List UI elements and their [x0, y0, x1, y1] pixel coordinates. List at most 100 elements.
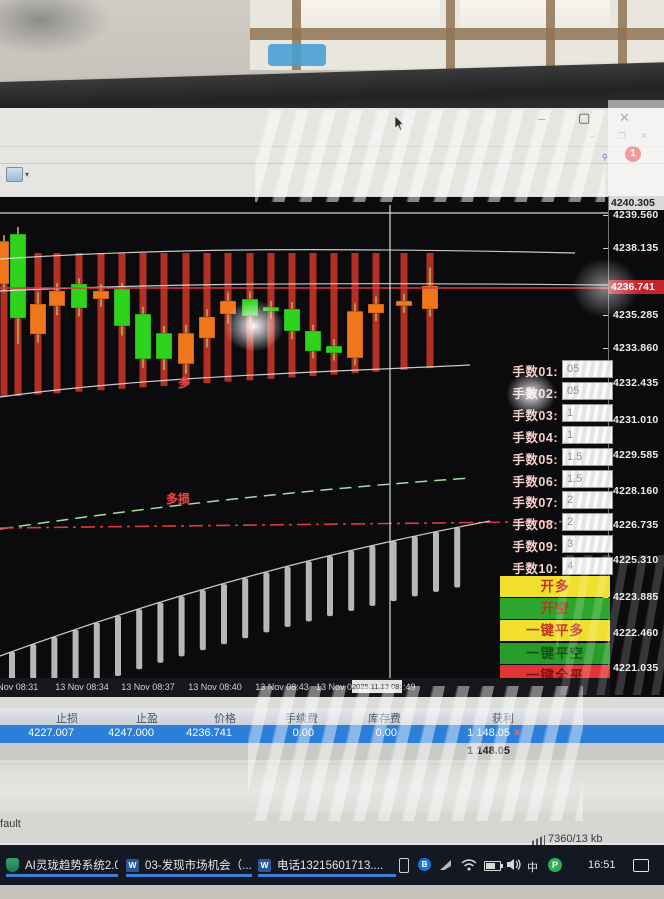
active-app-underline	[6, 874, 118, 877]
tray-app-icon[interactable]: P	[548, 845, 562, 885]
lot-size-input[interactable]: 05	[562, 381, 613, 400]
chart-template-icon[interactable]	[6, 167, 23, 182]
bear-candle	[177, 332, 195, 365]
taskbar-item[interactable]: AI灵珑趋势系统2.0	[6, 851, 118, 879]
ladder-bar	[221, 584, 227, 645]
time-axis-label: :49	[403, 682, 416, 692]
network-traffic-label: 7360/13 kb	[548, 833, 603, 845]
trade-cell: 4247.000	[108, 727, 154, 739]
bear-candle	[48, 290, 66, 307]
lot-size-input[interactable]: 4	[562, 557, 613, 576]
word-icon: W	[258, 858, 271, 872]
bull-candle	[113, 288, 131, 327]
ladder-bar	[51, 636, 58, 687]
taskbar-item-label: 03-发现市场机会（...	[145, 860, 252, 872]
close-position-button[interactable]: ×	[514, 727, 520, 739]
taskbar: AI灵珑趋势系统2.0 W 03-发现市场机会（... W 电话13215601713.…	[0, 845, 664, 885]
indicator-bar	[160, 253, 168, 387]
ladder-bar	[178, 596, 185, 657]
trade-col-header: 止损	[56, 713, 78, 725]
ladder-bar	[93, 622, 100, 683]
price-tick	[603, 215, 608, 216]
time-axis-label: 13 Nov 08:40	[188, 682, 242, 692]
lot-size-input[interactable]: 2	[562, 491, 613, 510]
lot-size-input[interactable]: 1	[562, 425, 613, 444]
lot-size-input[interactable]: 1.5	[562, 469, 613, 488]
lot-label: 手数10:	[512, 562, 558, 577]
bull-candle	[155, 332, 173, 360]
price-scale-label: 4226.735	[613, 519, 659, 531]
lot-row: 手数06: 1.5	[0, 469, 664, 489]
tray-wifi-icon[interactable]	[461, 858, 477, 898]
glare	[608, 100, 664, 196]
profile-label[interactable]: Default	[0, 818, 21, 830]
price-scale-label: 4239.560	[613, 209, 659, 221]
shield-icon	[6, 858, 19, 872]
lot-row: 手数02:05	[0, 381, 664, 401]
tray-usb-icon[interactable]	[399, 845, 409, 885]
lot-size-input[interactable]: 1	[562, 403, 613, 422]
time-axis-label: 13 Nov 08:34	[55, 682, 109, 692]
price-scale-divider	[608, 196, 609, 696]
lot-label: 手数05:	[512, 452, 558, 467]
ladder-bar	[72, 629, 79, 687]
chart-canvas[interactable]	[0, 196, 664, 697]
bear-candle	[395, 300, 413, 307]
price-scale-label: 4222.460	[613, 627, 659, 639]
glare-spot	[572, 258, 638, 318]
trade-col-header: 价格	[214, 713, 236, 725]
ladder-bar	[433, 531, 439, 592]
ladder-bar	[348, 550, 355, 611]
ladder-bar	[305, 561, 312, 622]
ladder-bar	[30, 644, 37, 687]
indicator-bar	[97, 253, 105, 391]
lot-row: 手数08: 2	[0, 513, 664, 532]
trade-cell: 4236.741	[186, 727, 232, 739]
bull-candle	[283, 308, 301, 332]
tray-bluetooth-icon[interactable]: B	[418, 845, 431, 885]
glare	[255, 110, 605, 202]
bull-candle	[325, 345, 343, 354]
trade-col-header: 手续费	[285, 710, 318, 726]
close-all-long-button[interactable]: 一键平多	[500, 620, 610, 642]
taskbar-clock[interactable]: 16:51	[588, 859, 616, 871]
taskbar-item[interactable]: W 电话13215601713....	[258, 851, 396, 879]
trail-stop-dashed-line	[0, 477, 471, 530]
action-center-icon[interactable]	[633, 845, 649, 885]
chart-svg	[0, 205, 610, 693]
bear-candle	[0, 240, 10, 285]
chart-annotation: 多	[178, 376, 191, 390]
ladder-bar	[199, 590, 206, 651]
glare-spot	[506, 372, 556, 416]
trade-row[interactable]: × 4227.007 4247.000 4236.741 0.00 0.00 1 148.…	[0, 725, 664, 743]
lot-row: 手数01:05	[0, 360, 664, 379]
bull-candle	[9, 233, 27, 319]
time-axis: 3 Nov 08:31 13 Nov 08:34 13 Nov 08:37 13 No…	[0, 678, 610, 697]
bear-candle	[421, 285, 439, 310]
window-frame	[546, 0, 555, 70]
tray-dish-icon[interactable]	[440, 845, 451, 885]
open-long-button[interactable]: 开多	[500, 576, 610, 597]
lot-size-input[interactable]: 05	[562, 360, 613, 378]
lot-row: 手数09: 3	[0, 535, 664, 554]
tray-ime-indicator[interactable]: 中	[527, 862, 538, 874]
lot-size-input[interactable]: 2	[562, 513, 613, 532]
profit-total: 1 148.05	[467, 745, 510, 757]
trade-cell: 0.00	[376, 727, 397, 739]
price-scale-label: 4223.885	[613, 591, 659, 603]
price-scale-label: 4232.435	[613, 377, 659, 389]
dropdown-caret-icon[interactable]: ▾	[25, 170, 30, 179]
tray-volume-icon[interactable]	[507, 858, 522, 898]
taskbar-item[interactable]: W 03-发现市场机会（...	[126, 851, 252, 879]
stop-loss-dashdot-line	[0, 520, 609, 529]
indicator-bar	[53, 253, 61, 394]
glare	[556, 555, 664, 695]
close-all-short-button[interactable]: 一键平空	[500, 642, 610, 664]
bear-candle	[367, 303, 385, 314]
lot-size-input[interactable]: 1.5	[562, 447, 613, 466]
windowsill-object	[268, 44, 326, 66]
lot-size-input[interactable]: 3	[562, 535, 613, 554]
tray-battery-icon[interactable]	[484, 845, 503, 885]
bear-candle	[346, 310, 364, 359]
open-short-button[interactable]: 开空	[500, 598, 610, 620]
